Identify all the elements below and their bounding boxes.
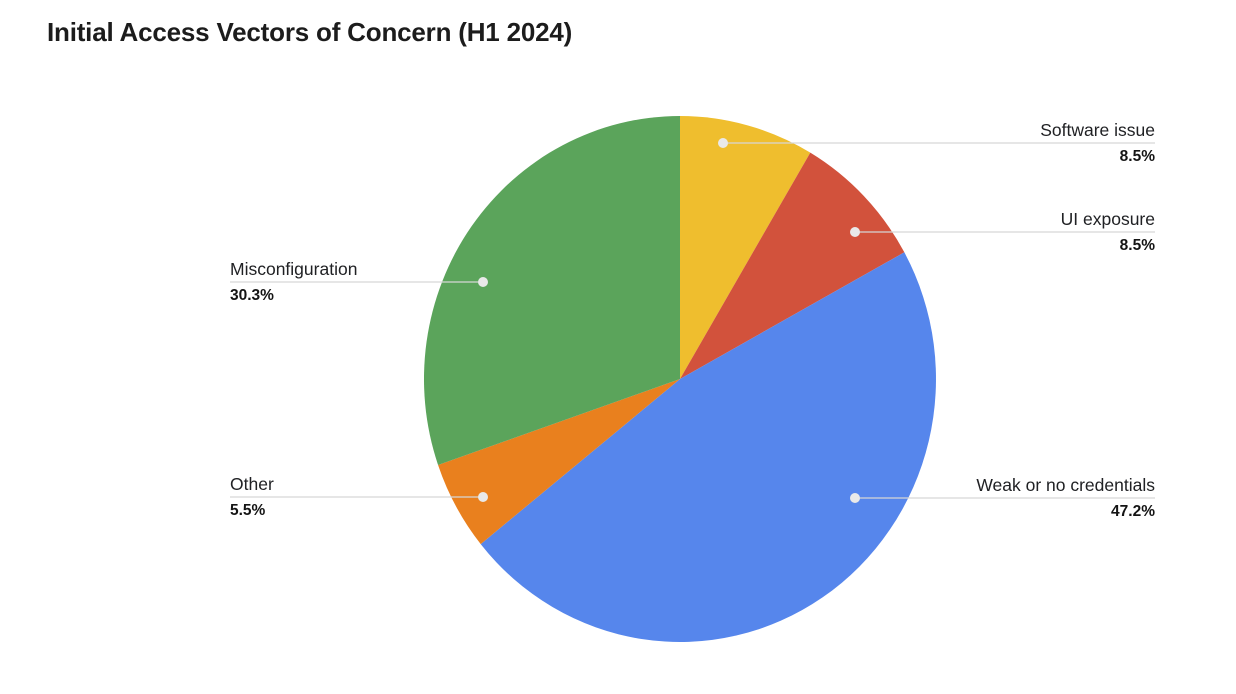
pie-slice-misconfiguration[interactable] <box>423 116 680 465</box>
slice-label: Misconfiguration <box>230 259 358 279</box>
pie-slice-ui-exposure[interactable] <box>680 152 905 379</box>
pie-slice-weak-or-no-credentials[interactable] <box>480 252 936 642</box>
callout-dot-weak-or-no-credentials <box>850 493 860 503</box>
callout-misconfiguration: Misconfiguration 30.3% <box>230 258 590 306</box>
callout-software-issue: Software issue 8.5% <box>795 119 1155 167</box>
callout-dot-other <box>478 492 488 502</box>
callout-weak-or-no-credentials: Weak or no credentials 47.2% <box>795 474 1155 522</box>
slice-value: 8.5% <box>1119 237 1155 254</box>
slice-label: Weak or no credentials <box>976 475 1155 495</box>
callout-dot-ui-exposure <box>850 227 860 237</box>
pie-slice-other[interactable] <box>438 379 680 545</box>
slice-value: 8.5% <box>1119 148 1155 165</box>
slice-value: 5.5% <box>230 502 266 519</box>
slice-label: UI exposure <box>1060 209 1155 229</box>
slice-value: 30.3% <box>230 287 274 304</box>
callout-dot-software-issue <box>718 138 728 148</box>
slice-label: Software issue <box>1040 120 1155 140</box>
pie-slice-software-issue[interactable] <box>680 115 811 379</box>
slice-value: 47.2% <box>1111 503 1155 520</box>
callout-dot-misconfiguration <box>478 277 488 287</box>
slice-label: Other <box>230 474 274 494</box>
chart-title: Initial Access Vectors of Concern (H1 20… <box>47 17 573 47</box>
callout-ui-exposure: UI exposure 8.5% <box>795 208 1155 256</box>
callout-other: Other 5.5% <box>230 473 590 521</box>
